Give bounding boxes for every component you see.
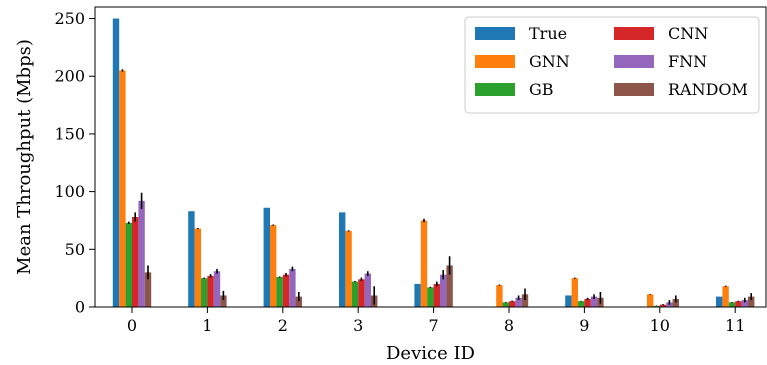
bar-gb-device-3: [351, 281, 359, 307]
legend-label-gb: GB: [529, 80, 554, 99]
bar-gb-device-7: [427, 287, 434, 307]
bar-random-device-8: [521, 294, 529, 307]
legend-frame: [464, 16, 760, 114]
legend-label-true: True: [529, 24, 567, 43]
y-tick-label-50: 50: [65, 240, 85, 259]
bar-fnn-device-8: [515, 297, 522, 307]
y-tick-label-250: 250: [54, 9, 85, 28]
legend-swatch-cnn: [614, 27, 654, 40]
x-tick-label-1: 1: [202, 316, 212, 335]
bar-gnn-device-8: [496, 285, 503, 307]
x-axis-label: Device ID: [386, 343, 475, 364]
error-bars-layer: [121, 69, 753, 307]
bar-true-device-0: [112, 18, 120, 307]
x-axis: 0 1 2 3 7 8 9 10 11: [127, 307, 745, 335]
bar-true-device-11: [716, 296, 723, 307]
y-tick-label-0: 0: [75, 298, 85, 317]
bar-cnn-device-2: [282, 274, 290, 307]
bar-gb-device-11: [728, 302, 736, 307]
bar-fnn-device-1: [213, 271, 221, 307]
x-tick-label-2: 2: [278, 316, 288, 335]
y-axis: 0 50 100 150 200 250: [54, 9, 95, 317]
x-tick-label-9: 9: [579, 316, 589, 335]
bar-fnn-device-0: [138, 200, 145, 307]
bar-gb-device-10: [653, 305, 660, 307]
bar-gnn-device-9: [571, 278, 578, 307]
x-tick-label-10: 10: [650, 316, 670, 335]
plot-frame: [94, 6, 767, 308]
x-tick-label-7: 7: [429, 316, 439, 335]
bar-cnn-device-8: [509, 301, 516, 307]
legend-swatch-true: [475, 27, 515, 40]
bar-random-device-1: [220, 295, 227, 307]
bar-cnn-device-1: [207, 275, 214, 307]
bar-gb-device-9: [578, 301, 585, 307]
bar-gb-device-0: [125, 222, 132, 307]
bar-random-device-7: [446, 265, 453, 307]
legend: True GNN GB CNN FNN RANDOM: [464, 16, 760, 114]
bar-cnn-device-0: [132, 217, 139, 307]
bar-gb-device-1: [201, 278, 208, 307]
bar-fnn-device-7: [440, 274, 447, 307]
legend-label-gnn: GNN: [529, 52, 570, 71]
y-tick-label-150: 150: [54, 124, 85, 143]
bar-gnn-device-10: [647, 294, 654, 307]
legend-swatch-random: [614, 83, 654, 96]
bar-true-device-3: [339, 212, 346, 307]
bar-cnn-device-10: [659, 304, 667, 307]
bar-cnn-device-3: [358, 279, 365, 307]
x-tick-label-3: 3: [353, 316, 363, 335]
bar-fnn-device-9: [590, 296, 598, 307]
y-tick-label-200: 200: [54, 67, 85, 86]
bar-gnn-device-11: [722, 286, 729, 307]
bar-gb-device-2: [276, 277, 283, 307]
bar-random-device-10: [672, 298, 679, 307]
legend-label-cnn: CNN: [668, 24, 708, 43]
bar-cnn-device-7: [433, 283, 440, 307]
bar-gnn-device-7: [420, 220, 428, 307]
legend-swatch-gb: [475, 83, 515, 96]
bar-true-device-9: [565, 295, 572, 307]
bar-true-device-7: [414, 283, 421, 307]
bar-random-device-2: [295, 296, 302, 307]
x-tick-label-11: 11: [725, 316, 745, 335]
legend-swatch-gnn: [475, 55, 515, 68]
bar-gnn-device-0: [119, 70, 126, 308]
legend-label-fnn: FNN: [668, 52, 707, 71]
bar-true-device-2: [263, 207, 270, 307]
bar-true-device-1: [188, 211, 195, 307]
bars-layer: [112, 18, 755, 308]
bar-cnn-device-11: [735, 301, 742, 307]
y-tick-label-100: 100: [54, 182, 85, 201]
x-tick-label-8: 8: [504, 316, 514, 335]
legend-label-random: RANDOM: [668, 80, 748, 99]
legend-swatch-fnn: [614, 55, 654, 68]
bar-fnn-device-2: [289, 268, 296, 307]
bar-fnn-device-11: [741, 300, 748, 307]
bar-cnn-device-9: [584, 298, 591, 307]
x-tick-label-0: 0: [127, 316, 137, 335]
bar-random-device-11: [748, 296, 755, 307]
bar-gnn-device-3: [345, 230, 352, 307]
y-axis-label: Mean Throughput (Mbps): [14, 39, 35, 275]
bar-gnn-device-1: [194, 228, 201, 307]
bar-gnn-device-2: [270, 225, 277, 307]
bar-gb-device-8: [502, 302, 509, 307]
bar-random-device-0: [144, 272, 152, 307]
bar-fnn-device-3: [364, 273, 371, 307]
